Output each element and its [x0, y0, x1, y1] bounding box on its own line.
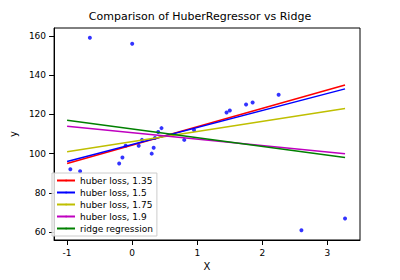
svg-text:X: X	[204, 261, 211, 272]
svg-text:2: 2	[259, 248, 265, 258]
svg-text:y: y	[8, 131, 19, 137]
svg-text:huber loss, 1.5: huber loss, 1.5	[80, 188, 147, 198]
svg-text:60: 60	[35, 227, 47, 237]
svg-text:140: 140	[29, 70, 46, 80]
svg-text:1: 1	[194, 248, 200, 258]
svg-text:160: 160	[29, 31, 46, 41]
svg-text:120: 120	[29, 109, 46, 119]
svg-text:3: 3	[325, 248, 331, 258]
svg-text:huber loss, 1.35: huber loss, 1.35	[80, 176, 152, 186]
svg-text:0: 0	[129, 248, 135, 258]
svg-text:huber loss, 1.9: huber loss, 1.9	[80, 212, 147, 222]
svg-text:ridge regression: ridge regression	[80, 224, 153, 234]
svg-text:Comparison of HuberRegressor v: Comparison of HuberRegressor vs Ridge	[89, 10, 312, 23]
svg-text:-1: -1	[63, 248, 72, 258]
svg-text:huber loss, 1.75: huber loss, 1.75	[80, 200, 152, 210]
svg-text:100: 100	[29, 149, 46, 159]
svg-text:80: 80	[35, 188, 47, 198]
